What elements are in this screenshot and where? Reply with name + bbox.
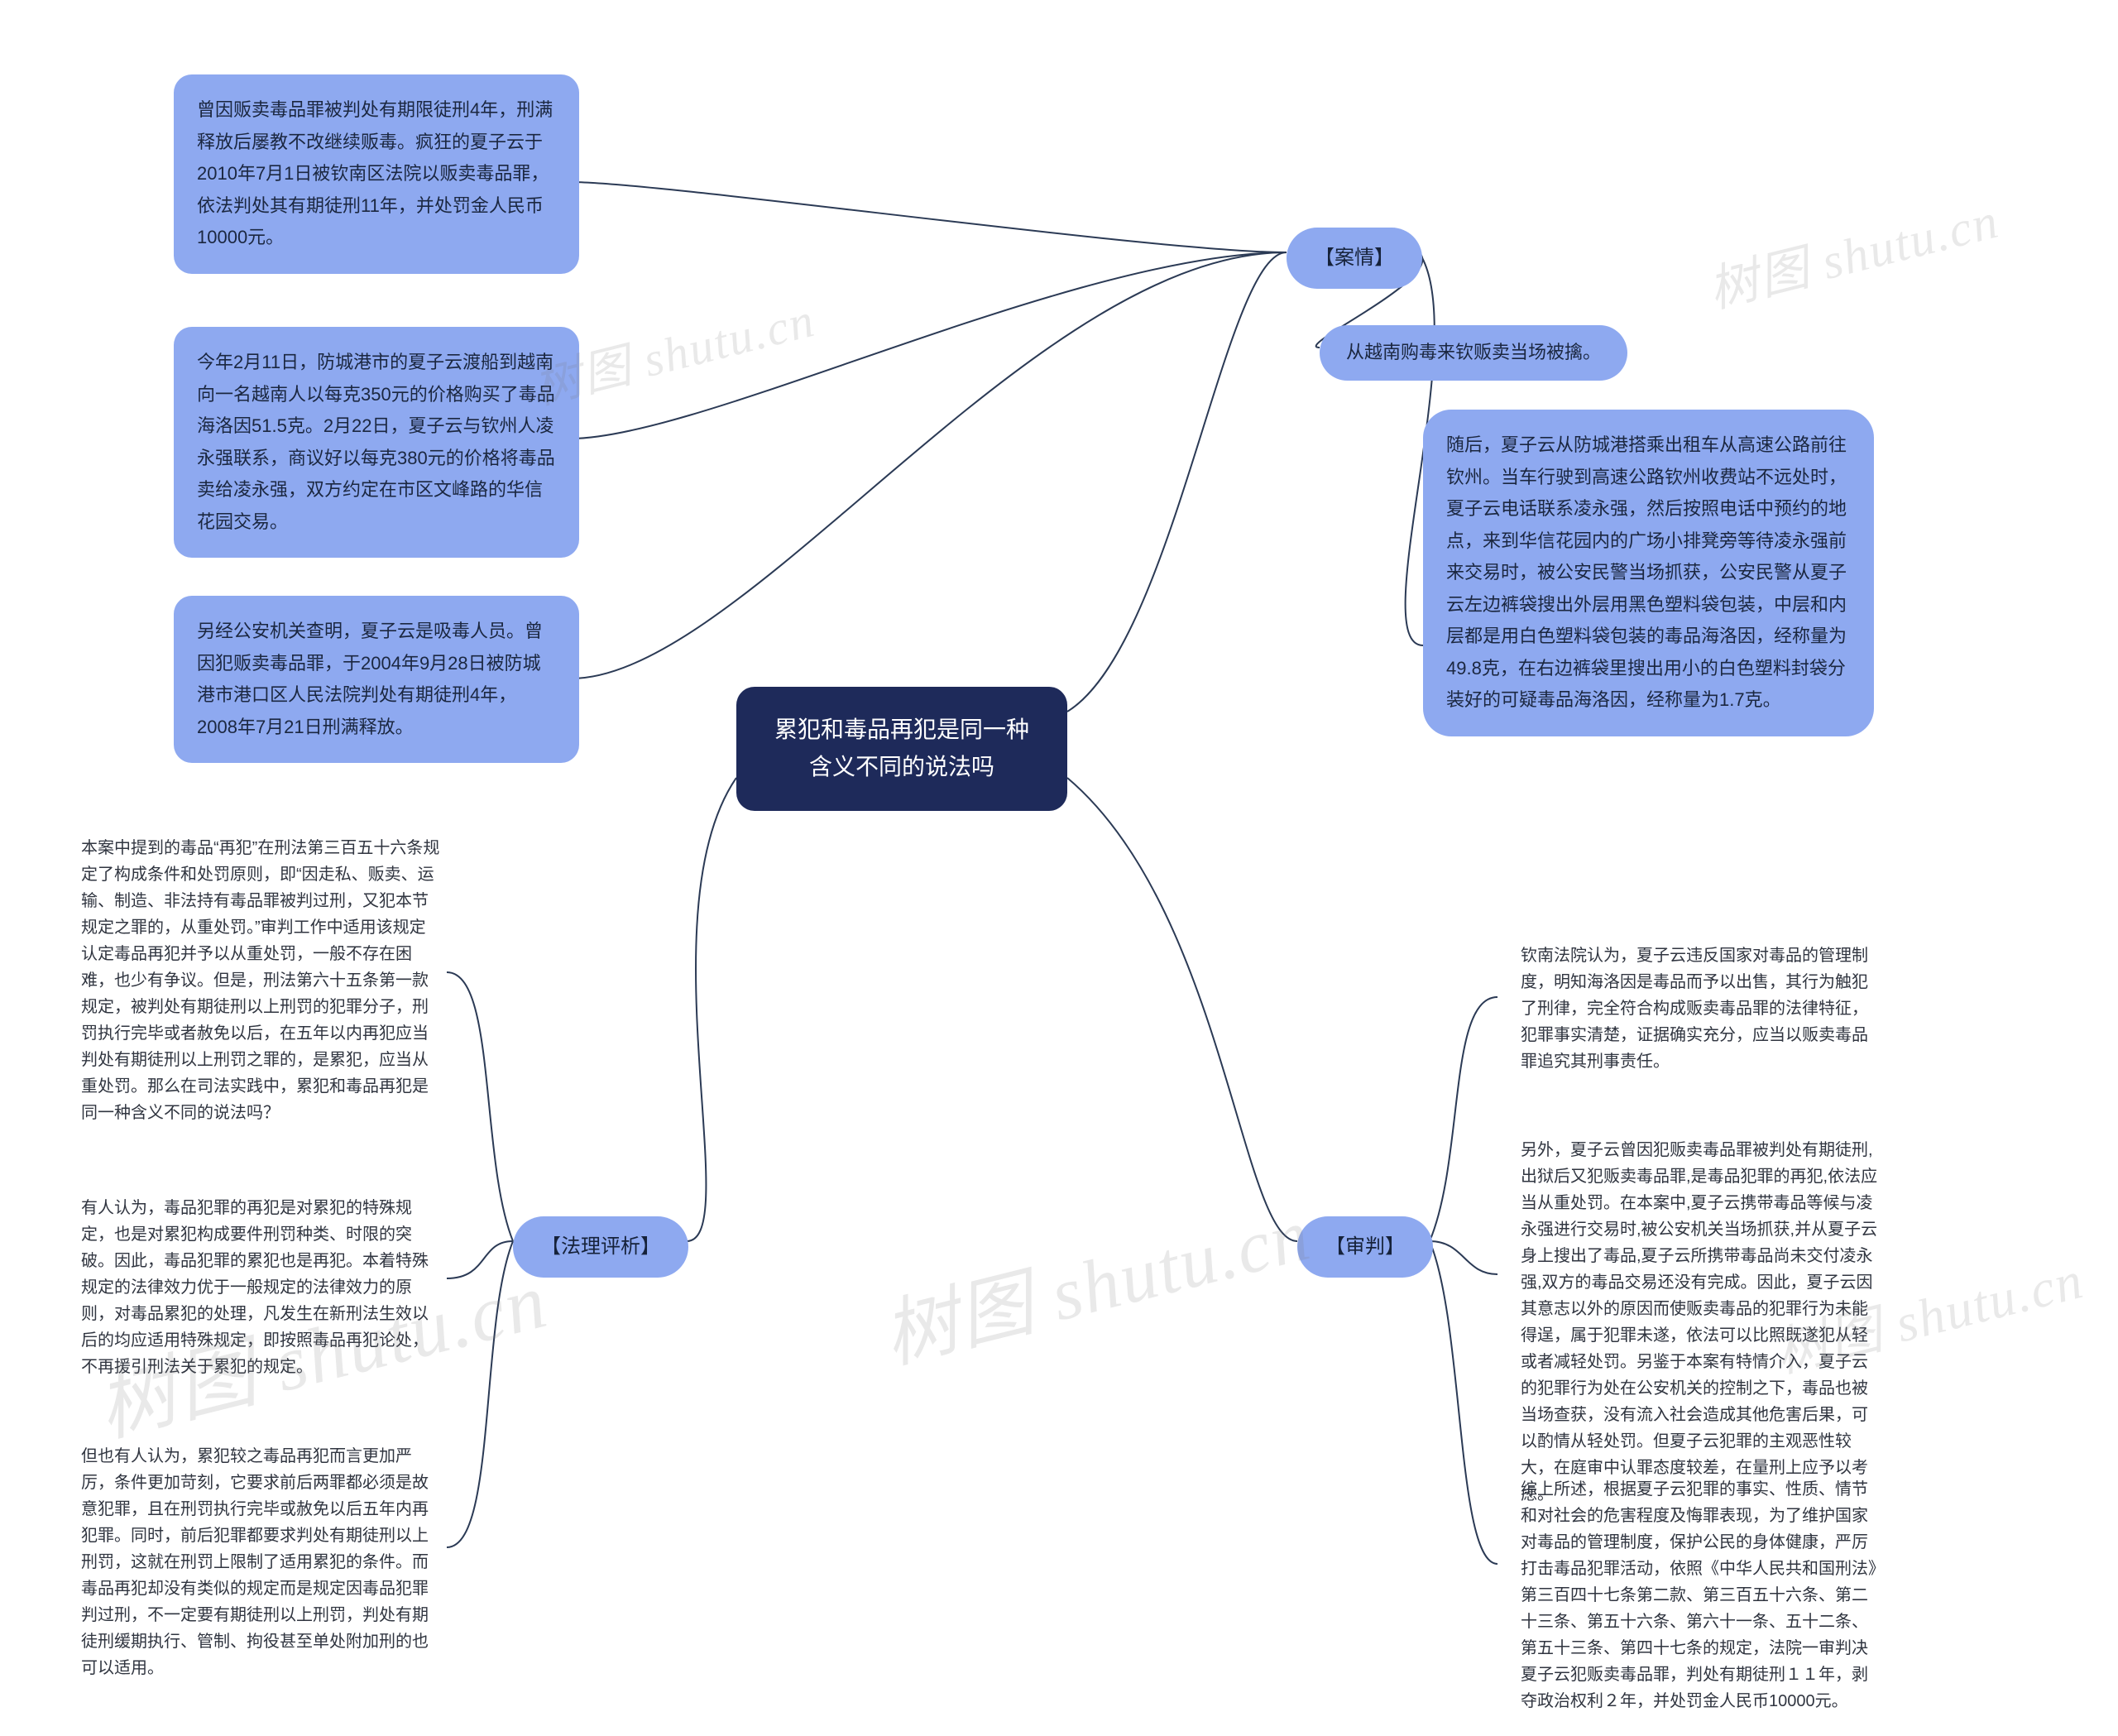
branch-trial: 【审判】 xyxy=(1297,1216,1433,1278)
leaf-left-1: 曾因贩卖毒品罪被判处有期限徒刑4年，刑满释放后屡教不改继续贩毒。疯狂的夏子云于2… xyxy=(174,74,579,274)
leaf-left-2-text: 今年2月11日，防城港市的夏子云渡船到越南向一名越南人以每克350元的价格购买了… xyxy=(197,352,555,532)
leaf-right-big: 随后，夏子云从防城港搭乘出租车从高速公路前往钦州。当车行驶到高速公路钦州收费站不… xyxy=(1423,410,1874,736)
leaf-trial-1-text: 钦南法院认为，夏子云违反国家对毒品的管理制度，明知海洛因是毒品而予以出售，其行为… xyxy=(1521,947,1868,1071)
leaf-analysis-2: 有人认为，毒品犯罪的再犯是对累犯的特殊规定，也是对累犯构成要件刑罚种类、时限的突… xyxy=(58,1175,463,1400)
branch-analysis: 【法理评析】 xyxy=(513,1216,688,1278)
leaf-left-2: 今年2月11日，防城港市的夏子云渡船到越南向一名越南人以每克350元的价格购买了… xyxy=(174,327,579,558)
leaf-left-1-text: 曾因贩卖毒品罪被判处有期限徒刑4年，刑满释放后屡教不改继续贩毒。疯狂的夏子云于2… xyxy=(197,99,553,247)
leaf-trial-1: 钦南法院认为，夏子云违反国家对毒品的管理制度，明知海洛因是毒品而予以出售，其行为… xyxy=(1497,923,1903,1095)
branch-analysis-label: 【法理评析】 xyxy=(541,1235,660,1258)
branch-case: 【案情】 xyxy=(1287,228,1422,289)
leaf-analysis-2-text: 有人认为，毒品犯罪的再犯是对累犯的特殊规定，也是对累犯构成要件刑罚种类、时限的突… xyxy=(81,1199,429,1376)
leaf-analysis-1: 本案中提到的毒品“再犯”在刑法第三百五十六条规定了构成条件和处罚原则，即“因走私… xyxy=(58,815,463,1146)
leaf-analysis-1-text: 本案中提到的毒品“再犯”在刑法第三百五十六条规定了构成条件和处罚原则，即“因走私… xyxy=(81,839,439,1122)
leaf-analysis-3-text: 但也有人认为，累犯较之毒品再犯而言更加严厉，条件更加苛刻，它要求前后两罪都必须是… xyxy=(81,1447,429,1677)
leaf-left-3-text: 另经公安机关查明，夏子云是吸毒人员。曾因犯贩卖毒品罪，于2004年9月28日被防… xyxy=(197,621,543,737)
leaf-trial-3-text: 综上所述，根据夏子云犯罪的事实、性质、情节和对社会的危害程度及悔罪表现，为了维护… xyxy=(1521,1480,1876,1710)
watermark-4: 树图 shutu.cn xyxy=(870,1173,1320,1384)
leaf-left-3: 另经公安机关查明，夏子云是吸毒人员。曾因犯贩卖毒品罪，于2004年9月28日被防… xyxy=(174,596,579,763)
watermark-2: 树图 shutu.cn xyxy=(1700,180,2005,322)
leaf-right-pill: 从越南购毒来钦贩卖当场被擒。 xyxy=(1320,325,1627,381)
branch-case-label: 【案情】 xyxy=(1315,247,1394,269)
leaf-right-pill-text: 从越南购毒来钦贩卖当场被擒。 xyxy=(1346,342,1601,362)
center-text: 累犯和毒品再犯是同一种含义不同的说法吗 xyxy=(774,717,1029,779)
branch-trial-label: 【审判】 xyxy=(1325,1235,1405,1258)
leaf-trial-3: 综上所述，根据夏子云犯罪的事实、性质、情节和对社会的危害程度及悔罪表现，为了维护… xyxy=(1497,1456,1903,1734)
center-node: 累犯和毒品再犯是同一种含义不同的说法吗 xyxy=(736,687,1067,811)
leaf-trial-2-text: 另外，夏子云曾因犯贩卖毒品罪被判处有期徒刑,出狱后又犯贩卖毒品罪,是毒品犯罪的再… xyxy=(1521,1141,1877,1503)
leaf-right-big-text: 随后，夏子云从防城港搭乘出租车从高速公路前往钦州。当车行驶到高速公路钦州收费站不… xyxy=(1446,434,1847,710)
leaf-analysis-3: 但也有人认为，累犯较之毒品再犯而言更加严厉，条件更加苛刻，它要求前后两罪都必须是… xyxy=(58,1423,463,1701)
